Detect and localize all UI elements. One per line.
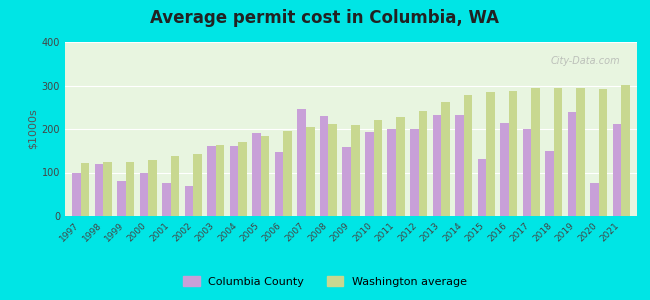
- Bar: [365, 132, 374, 216]
- Bar: [500, 123, 509, 216]
- Bar: [252, 133, 261, 216]
- Bar: [374, 120, 382, 216]
- Bar: [162, 183, 171, 216]
- Bar: [410, 129, 419, 216]
- Bar: [72, 172, 81, 216]
- Bar: [523, 129, 531, 216]
- Y-axis label: $1000s: $1000s: [27, 109, 38, 149]
- Bar: [185, 185, 193, 216]
- Bar: [621, 85, 630, 216]
- Bar: [576, 88, 585, 216]
- Bar: [590, 182, 599, 216]
- Bar: [103, 162, 112, 216]
- Bar: [298, 110, 306, 216]
- Bar: [531, 88, 540, 216]
- Bar: [193, 154, 202, 216]
- Bar: [396, 117, 404, 216]
- Text: Average permit cost in Columbia, WA: Average permit cost in Columbia, WA: [151, 9, 499, 27]
- Bar: [140, 172, 148, 216]
- Bar: [261, 136, 270, 216]
- Bar: [95, 164, 103, 216]
- Bar: [306, 127, 315, 216]
- Bar: [328, 124, 337, 216]
- Bar: [283, 131, 292, 216]
- Bar: [343, 147, 351, 216]
- Bar: [230, 146, 239, 216]
- Bar: [81, 163, 89, 216]
- Text: City-Data.com: City-Data.com: [550, 56, 620, 66]
- Bar: [387, 129, 396, 216]
- Bar: [545, 151, 554, 216]
- Bar: [509, 91, 517, 216]
- Bar: [441, 102, 450, 216]
- Bar: [613, 124, 621, 216]
- Bar: [171, 156, 179, 216]
- Bar: [117, 181, 126, 216]
- Bar: [432, 115, 441, 216]
- Bar: [239, 142, 247, 216]
- Bar: [599, 88, 607, 216]
- Bar: [320, 116, 328, 216]
- Bar: [148, 160, 157, 216]
- Bar: [554, 88, 562, 216]
- Bar: [275, 152, 283, 216]
- Bar: [207, 146, 216, 216]
- Bar: [419, 111, 427, 216]
- Bar: [216, 145, 224, 216]
- Bar: [478, 159, 486, 216]
- Bar: [351, 124, 359, 216]
- Bar: [463, 95, 472, 216]
- Legend: Columbia County, Washington average: Columbia County, Washington average: [179, 272, 471, 291]
- Bar: [455, 115, 463, 216]
- Bar: [567, 112, 576, 216]
- Bar: [126, 162, 135, 216]
- Bar: [486, 92, 495, 216]
